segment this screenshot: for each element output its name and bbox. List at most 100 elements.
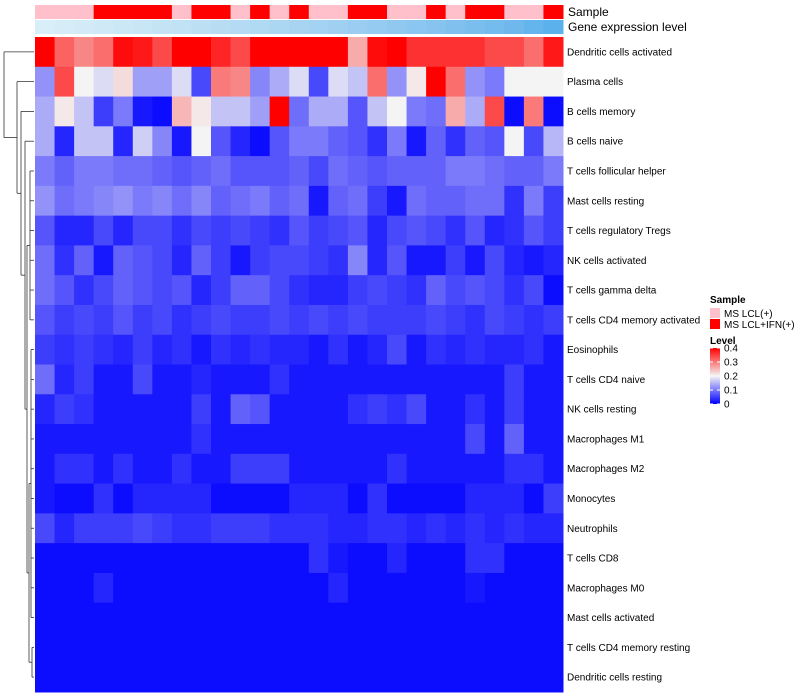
heatmap-cell bbox=[35, 245, 56, 276]
row-label: T cells CD8 bbox=[567, 554, 619, 565]
sample-annotation-cell bbox=[406, 5, 427, 19]
heatmap-cell bbox=[387, 632, 408, 663]
row-label: T cells CD4 naive bbox=[567, 375, 646, 386]
heatmap-cell bbox=[445, 304, 466, 336]
heatmap-cell bbox=[387, 334, 408, 365]
heatmap-cell bbox=[132, 156, 153, 187]
heatmap-cell bbox=[250, 424, 271, 455]
heatmap-cell bbox=[445, 572, 466, 604]
heatmap-cell bbox=[465, 185, 486, 217]
heatmap-cell bbox=[406, 304, 427, 336]
heatmap-cell bbox=[367, 334, 388, 365]
heatmap-cell bbox=[211, 126, 232, 157]
heatmap-cell bbox=[93, 453, 114, 485]
heatmap-cell bbox=[367, 126, 388, 157]
heatmap-cell bbox=[367, 275, 388, 306]
heatmap-cell bbox=[543, 334, 564, 365]
heatmap-cell bbox=[171, 424, 192, 455]
heatmap-cell bbox=[445, 662, 466, 693]
heatmap-cell bbox=[269, 66, 290, 98]
heatmap-cell bbox=[269, 453, 290, 485]
heatmap-cell bbox=[308, 37, 329, 68]
heatmap-cell bbox=[445, 215, 466, 246]
heatmap-cell bbox=[465, 304, 486, 336]
heatmap-cell bbox=[289, 602, 310, 633]
heatmap-cell bbox=[191, 572, 212, 604]
heatmap-cell bbox=[484, 424, 505, 455]
heatmap-cell bbox=[113, 334, 134, 365]
heatmap-cell bbox=[113, 275, 134, 306]
heatmap-cell bbox=[484, 215, 505, 246]
heatmap-cell bbox=[113, 453, 134, 485]
heatmap-cell bbox=[543, 66, 564, 98]
heatmap-cell bbox=[191, 215, 212, 246]
heatmap-cell bbox=[445, 483, 466, 514]
heatmap-cell bbox=[54, 513, 75, 544]
heatmap-cell bbox=[35, 364, 56, 395]
heatmap-cell bbox=[367, 66, 388, 98]
heatmap-cell bbox=[230, 662, 251, 693]
heatmap-cell bbox=[289, 483, 310, 514]
row-dendrogram bbox=[3, 51, 34, 678]
heatmap-cell bbox=[328, 66, 349, 98]
heatmap-cell bbox=[347, 334, 368, 365]
heatmap-cell bbox=[308, 453, 329, 485]
heatmap-cell bbox=[211, 245, 232, 276]
heatmap-cell bbox=[211, 275, 232, 306]
heatmap-cell bbox=[171, 334, 192, 365]
heatmap-cell bbox=[191, 66, 212, 98]
heatmap-cell bbox=[523, 364, 544, 395]
heatmap-cell bbox=[93, 185, 114, 217]
heatmap-cell bbox=[328, 483, 349, 514]
heatmap-cell bbox=[328, 662, 349, 693]
heatmap-cell bbox=[328, 37, 349, 68]
heatmap-cell bbox=[523, 632, 544, 663]
heatmap-cell bbox=[152, 424, 173, 455]
heatmap-cell bbox=[74, 483, 95, 514]
heatmap-cell bbox=[132, 37, 153, 68]
heatmap-cell bbox=[230, 602, 251, 633]
heatmap-cell bbox=[543, 304, 564, 336]
gene-expression-annotation-cell bbox=[406, 20, 427, 34]
heatmap-cell bbox=[250, 602, 271, 633]
gene-expression-annotation-cell bbox=[387, 20, 408, 34]
heatmap-cell bbox=[347, 245, 368, 276]
heatmap-cell bbox=[152, 394, 173, 425]
heatmap-cell bbox=[289, 37, 310, 68]
heatmap-cell bbox=[269, 632, 290, 663]
heatmap-cell bbox=[191, 37, 212, 68]
heatmap-cell bbox=[523, 96, 544, 127]
heatmap-cell bbox=[523, 424, 544, 455]
heatmap-cell bbox=[152, 602, 173, 633]
heatmap-cell bbox=[328, 364, 349, 395]
heatmap-cell bbox=[406, 96, 427, 127]
heatmap-cell bbox=[328, 632, 349, 663]
gene-expression-annotation-cell bbox=[250, 20, 271, 34]
heatmap-cell bbox=[211, 215, 232, 246]
gene-expression-annotation-cell bbox=[230, 20, 251, 34]
heatmap-cell bbox=[152, 215, 173, 246]
heatmap-cell bbox=[484, 126, 505, 157]
sample-legend-title: Sample bbox=[710, 295, 746, 306]
heatmap-cell bbox=[230, 156, 251, 187]
sample-annotation-cell bbox=[152, 5, 173, 19]
heatmap-cell bbox=[445, 245, 466, 276]
row-label: Dendritic cells resting bbox=[567, 673, 662, 684]
heatmap-cell bbox=[132, 364, 153, 395]
gene-expression-track-label: Gene expression level bbox=[568, 20, 687, 34]
gene-expression-annotation-cell bbox=[289, 20, 310, 34]
sample-annotation-cell bbox=[367, 5, 388, 19]
legend-swatch-ms-lcl bbox=[710, 308, 720, 318]
heatmap-cell bbox=[543, 185, 564, 217]
sample-annotation-cell bbox=[328, 5, 349, 19]
heatmap-cell bbox=[54, 185, 75, 217]
heatmap-cell bbox=[308, 602, 329, 633]
heatmap-cell bbox=[171, 185, 192, 217]
gene-expression-annotation-cell bbox=[504, 20, 525, 34]
heatmap-cell bbox=[347, 513, 368, 544]
heatmap-cell bbox=[250, 453, 271, 485]
heatmap-cell bbox=[191, 602, 212, 633]
row-label: Macrophages M1 bbox=[567, 434, 645, 445]
heatmap-cell bbox=[426, 453, 447, 485]
heatmap-cell bbox=[465, 543, 486, 574]
